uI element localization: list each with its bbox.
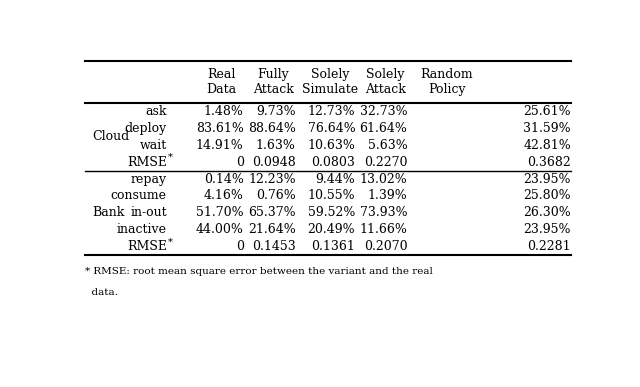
Text: 42.81%: 42.81%	[524, 139, 571, 152]
Text: repay: repay	[131, 173, 167, 185]
Text: data.: data.	[85, 288, 118, 297]
Text: 12.73%: 12.73%	[308, 105, 355, 118]
Text: 1.63%: 1.63%	[256, 139, 296, 152]
Text: 21.64%: 21.64%	[248, 223, 296, 236]
Text: 44.00%: 44.00%	[196, 223, 244, 236]
Text: RMSE: RMSE	[127, 156, 167, 169]
Text: 59.52%: 59.52%	[308, 206, 355, 219]
Text: 26.30%: 26.30%	[524, 206, 571, 219]
Text: 13.02%: 13.02%	[360, 173, 408, 185]
Text: Bank: Bank	[92, 206, 125, 219]
Text: 1.48%: 1.48%	[204, 105, 244, 118]
Text: 0.0803: 0.0803	[312, 156, 355, 169]
Text: 73.93%: 73.93%	[360, 206, 408, 219]
Text: 83.61%: 83.61%	[196, 122, 244, 135]
Text: *: *	[168, 237, 173, 247]
Text: 0.2281: 0.2281	[527, 240, 571, 253]
Text: 51.70%: 51.70%	[196, 206, 244, 219]
Text: consume: consume	[111, 189, 167, 202]
Text: 10.63%: 10.63%	[307, 139, 355, 152]
Text: Solely
Simulate: Solely Simulate	[303, 68, 358, 96]
Text: deploy: deploy	[125, 122, 167, 135]
Text: 0.1361: 0.1361	[312, 240, 355, 253]
Text: 0.0948: 0.0948	[252, 156, 296, 169]
Text: 65.37%: 65.37%	[248, 206, 296, 219]
Text: in-out: in-out	[130, 206, 167, 219]
Text: ask: ask	[145, 105, 167, 118]
Text: 0.2070: 0.2070	[364, 240, 408, 253]
Text: 1.39%: 1.39%	[367, 189, 408, 202]
Text: 9.73%: 9.73%	[256, 105, 296, 118]
Text: 0: 0	[236, 156, 244, 169]
Text: 88.64%: 88.64%	[248, 122, 296, 135]
Text: 32.73%: 32.73%	[360, 105, 408, 118]
Text: Solely
Attack: Solely Attack	[365, 68, 406, 96]
Text: 5.63%: 5.63%	[367, 139, 408, 152]
Text: 0.1453: 0.1453	[252, 240, 296, 253]
Text: RMSE: RMSE	[127, 240, 167, 253]
Text: 0: 0	[236, 240, 244, 253]
Text: 12.23%: 12.23%	[248, 173, 296, 185]
Text: 23.95%: 23.95%	[524, 173, 571, 185]
Text: 11.66%: 11.66%	[360, 223, 408, 236]
Text: 0.14%: 0.14%	[204, 173, 244, 185]
Text: 0.2270: 0.2270	[364, 156, 408, 169]
Text: Random
Policy: Random Policy	[420, 68, 474, 96]
Text: inactive: inactive	[117, 223, 167, 236]
Text: 9.44%: 9.44%	[316, 173, 355, 185]
Text: * RMSE: root mean square error between the variant and the real: * RMSE: root mean square error between t…	[85, 267, 433, 276]
Text: 31.59%: 31.59%	[524, 122, 571, 135]
Text: 25.80%: 25.80%	[524, 189, 571, 202]
Text: wait: wait	[140, 139, 167, 152]
Text: 14.91%: 14.91%	[196, 139, 244, 152]
Text: 0.3682: 0.3682	[527, 156, 571, 169]
Text: 0.76%: 0.76%	[256, 189, 296, 202]
Text: 61.64%: 61.64%	[360, 122, 408, 135]
Text: 25.61%: 25.61%	[524, 105, 571, 118]
Text: 10.55%: 10.55%	[308, 189, 355, 202]
Text: 4.16%: 4.16%	[204, 189, 244, 202]
Text: Cloud: Cloud	[92, 130, 130, 143]
Text: Fully
Attack: Fully Attack	[253, 68, 294, 96]
Text: *: *	[168, 153, 173, 162]
Text: Real
Data: Real Data	[206, 68, 236, 96]
Text: 20.49%: 20.49%	[308, 223, 355, 236]
Text: 76.64%: 76.64%	[308, 122, 355, 135]
Text: 23.95%: 23.95%	[524, 223, 571, 236]
